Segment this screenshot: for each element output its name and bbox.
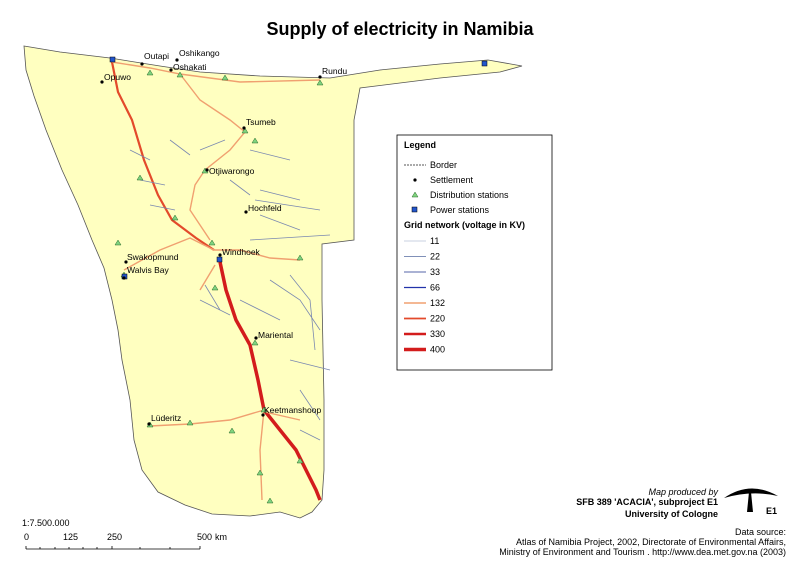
legend-voltage: 66 bbox=[430, 283, 440, 293]
place-label: Outapi bbox=[144, 51, 169, 61]
scale-tick: 125 bbox=[63, 532, 78, 542]
scale-ratio: 1:7.500.000 bbox=[22, 518, 70, 528]
scale-unit: km bbox=[215, 532, 227, 542]
legend-item: Settlement bbox=[430, 175, 474, 185]
legend: Legend Border Settlement Distribution st… bbox=[396, 134, 553, 371]
logo-text: E1 bbox=[766, 506, 777, 516]
source-line: Ministry of Environment and Tourism . ht… bbox=[499, 547, 786, 557]
legend-item: Distribution stations bbox=[430, 190, 509, 200]
place-label: Lüderitz bbox=[151, 413, 181, 423]
credit-project: SFB 389 'ACACIA', subproject E1 bbox=[576, 497, 718, 507]
place-label: Tsumeb bbox=[246, 117, 276, 127]
place-label: Rundu bbox=[322, 66, 347, 76]
legend-symbol bbox=[411, 191, 419, 198]
place-label: Oshikango bbox=[179, 48, 220, 58]
line-220 bbox=[110, 61, 215, 251]
credit-note: Map produced by bbox=[648, 487, 718, 497]
legend-symbol bbox=[413, 178, 417, 182]
legend-voltage: 400 bbox=[430, 345, 445, 355]
place-label: Swakopmund bbox=[127, 252, 179, 262]
legend-voltage: 330 bbox=[430, 329, 445, 339]
legend-item: Power stations bbox=[430, 205, 490, 215]
legend-title: Legend bbox=[404, 140, 436, 150]
place-label: Otjiwarongo bbox=[209, 166, 255, 176]
legend-box bbox=[396, 134, 553, 371]
scale-tick: 0 bbox=[24, 532, 29, 542]
place-label: Hochfeld bbox=[248, 203, 282, 213]
scale-tick: 250 bbox=[107, 532, 122, 542]
legend-voltage: 220 bbox=[430, 314, 445, 324]
logo: E1 bbox=[724, 488, 778, 516]
legend-voltage: 22 bbox=[430, 252, 440, 262]
scale-bar: 1:7.500.000 0 125 250 500 km bbox=[22, 518, 227, 550]
place-label: Oshakati bbox=[173, 62, 207, 72]
source-line: Atlas of Namibia Project, 2002, Director… bbox=[516, 537, 786, 547]
place-label: Mariental bbox=[258, 330, 293, 340]
legend-subtitle: Grid network (voltage in KV) bbox=[404, 220, 525, 230]
places: Outapi Oshikango Oshakati Opuwo Rundu Ts… bbox=[100, 48, 347, 426]
place-label: Opuwo bbox=[104, 72, 131, 82]
scale-tick: 500 bbox=[197, 532, 212, 542]
place-label: Windhoek bbox=[222, 247, 261, 257]
map-title: Supply of electricity in Namibia bbox=[266, 19, 534, 39]
legend-voltage: 11 bbox=[430, 236, 439, 246]
legend-voltage: 33 bbox=[430, 267, 440, 277]
credit-university: University of Cologne bbox=[625, 509, 718, 519]
legend-item: Border bbox=[430, 160, 457, 170]
line-22 bbox=[129, 139, 331, 441]
place-label: Walvis Bay bbox=[127, 265, 169, 275]
legend-voltage: 132 bbox=[430, 298, 445, 308]
source-title: Data source: bbox=[735, 527, 786, 537]
legend-symbol bbox=[411, 206, 418, 213]
place-label: Keetmanshoop bbox=[264, 405, 321, 415]
